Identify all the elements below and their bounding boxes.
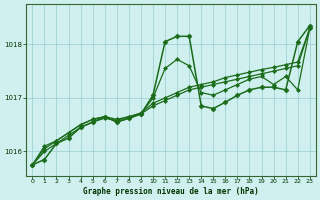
X-axis label: Graphe pression niveau de la mer (hPa): Graphe pression niveau de la mer (hPa) xyxy=(83,187,259,196)
